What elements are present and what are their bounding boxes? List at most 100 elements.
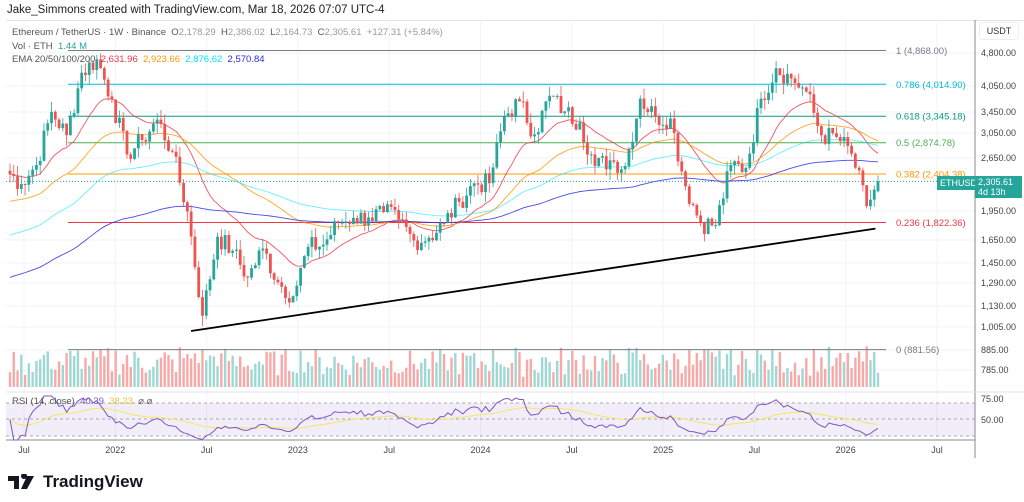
chart-frame xyxy=(6,20,1024,460)
volume-bar xyxy=(680,373,683,387)
volume-bar xyxy=(816,371,819,387)
candle-body xyxy=(642,98,646,109)
volume-bar xyxy=(261,364,265,387)
volume-bar xyxy=(389,360,393,387)
candle-body xyxy=(548,95,552,102)
rsi-legend: RSI (14, close) 40.39 38.23 ⌀ ⌀ xyxy=(12,396,152,407)
volume-bar xyxy=(865,346,868,387)
volume-bar xyxy=(786,368,789,387)
volume-label[interactable]: Vol · ETH xyxy=(12,40,53,52)
candle-body xyxy=(148,131,152,142)
price-tick: 1,005.00 xyxy=(981,322,1016,332)
candle-body xyxy=(627,149,631,167)
candle-body xyxy=(461,201,465,208)
candle-body xyxy=(525,101,529,123)
volume-bar xyxy=(593,355,597,387)
candle-body xyxy=(329,235,333,240)
candle-body xyxy=(514,99,518,117)
candle-body xyxy=(812,94,816,113)
volume-bar xyxy=(20,354,23,387)
candle-body xyxy=(348,221,352,225)
symbol-title[interactable]: Ethereum / TetherUS · 1W · Binance xyxy=(12,27,166,38)
price-tick: 1,950.00 xyxy=(981,206,1016,216)
candle-body xyxy=(631,141,635,150)
candle-body xyxy=(540,110,544,133)
bar-countdown: 4d 13h xyxy=(978,187,1006,197)
candle-body xyxy=(721,198,725,206)
volume-bar xyxy=(578,373,582,387)
volume-bar xyxy=(737,364,740,387)
candle-body xyxy=(703,222,706,234)
volume-bar xyxy=(35,360,38,387)
candle-body xyxy=(465,195,469,208)
candle-body xyxy=(114,99,118,123)
candle-body xyxy=(687,186,691,204)
volume-bar xyxy=(231,355,234,387)
symbol-legend: Ethereum / TetherUS · 1W · Binance O2,17… xyxy=(12,26,443,67)
candle-body xyxy=(582,122,586,143)
ema200-line xyxy=(9,159,879,278)
currency-button[interactable]: USDT xyxy=(979,22,1019,40)
candle-body xyxy=(782,74,786,84)
volume-bar xyxy=(767,369,770,387)
volume-bar xyxy=(276,375,280,387)
volume-bar xyxy=(65,353,68,387)
ema20-line xyxy=(9,98,879,267)
candle-body xyxy=(646,108,650,112)
candle-body xyxy=(608,160,612,170)
volume-bar xyxy=(608,349,612,387)
candle-body xyxy=(31,169,35,176)
volume-bar xyxy=(250,369,253,387)
fib-level-label: 0 (881.56) xyxy=(896,345,939,356)
candle-body xyxy=(435,232,438,241)
volume-bar xyxy=(382,365,385,387)
volume-bar xyxy=(752,372,755,387)
candle-body xyxy=(136,134,140,149)
candle-body xyxy=(102,68,106,80)
last-price: 2,305.61 xyxy=(978,177,1014,187)
rsi-label[interactable]: RSI (14, close) xyxy=(12,396,75,407)
volume-bar xyxy=(427,368,431,387)
last-price-label: 2,305.61 4d 13h xyxy=(975,176,1022,198)
volume-bar xyxy=(529,358,532,387)
candle-body xyxy=(76,88,80,114)
candle-body xyxy=(691,203,695,206)
candle-body xyxy=(382,205,386,212)
candle-body xyxy=(416,240,419,251)
ema-label[interactable]: EMA 20/50/100/200 xyxy=(12,54,96,65)
candle-body xyxy=(99,59,102,69)
candle-body xyxy=(680,161,684,172)
time-tick: 2022 xyxy=(105,445,125,455)
volume-bar xyxy=(718,350,721,387)
volume-bar xyxy=(491,349,495,387)
volume-value: 1.44 M xyxy=(57,40,87,52)
volume-bar xyxy=(201,349,204,387)
volume-bar xyxy=(518,352,521,387)
volume-bar xyxy=(344,369,348,387)
candle-body xyxy=(767,92,770,100)
candle-body xyxy=(106,79,110,97)
candle-body xyxy=(412,234,416,241)
volume-bar xyxy=(793,362,797,387)
volume-bar xyxy=(140,367,144,387)
candle-body xyxy=(714,225,718,227)
volume-bar xyxy=(318,357,321,387)
volume-bar xyxy=(665,360,668,387)
volume-bar xyxy=(197,363,200,387)
volume-bar xyxy=(654,367,657,387)
candle-body xyxy=(831,127,835,134)
candle-body xyxy=(38,160,42,166)
volume-bar xyxy=(129,366,132,387)
volume-bar xyxy=(16,370,19,387)
volume-bar xyxy=(254,363,257,387)
candle-body xyxy=(167,140,170,151)
volume-bar xyxy=(740,350,744,387)
candle-body xyxy=(536,132,540,135)
volume-bar xyxy=(552,372,555,387)
candle-body xyxy=(578,122,582,130)
candle-body xyxy=(808,91,812,95)
volume-bar xyxy=(310,366,314,387)
candle-body xyxy=(333,221,336,236)
tradingview-logo[interactable]: TradingView xyxy=(8,472,143,492)
